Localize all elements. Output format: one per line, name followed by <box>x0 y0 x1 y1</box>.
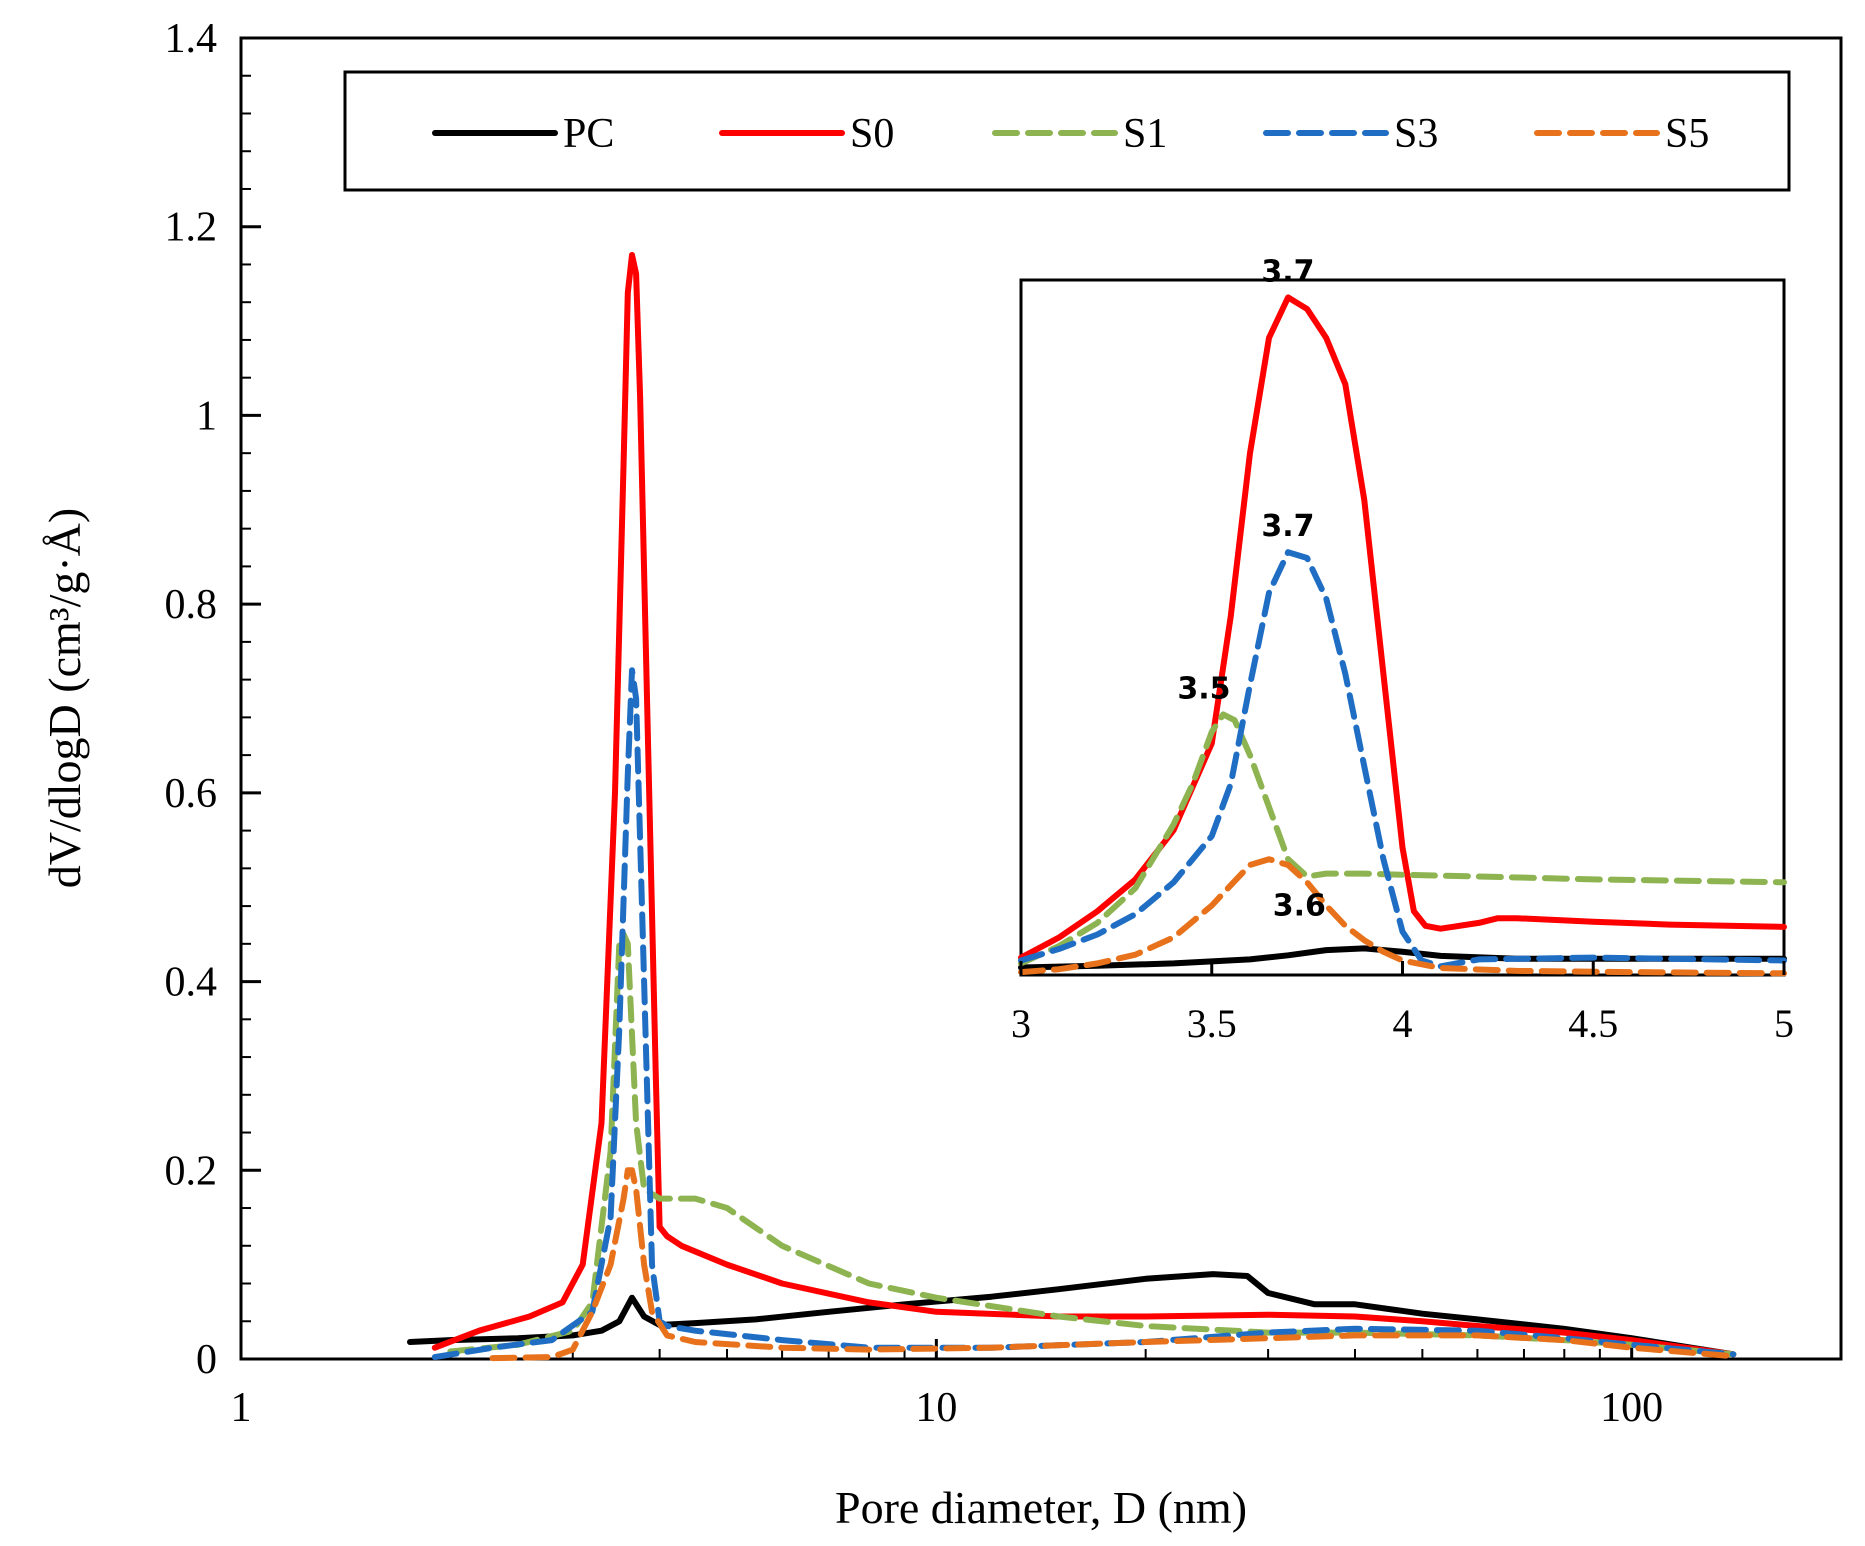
inset-x-tick-label: 5 <box>1774 1001 1794 1046</box>
legend-label-s0: S0 <box>850 111 894 157</box>
series-line-s5 <box>489 1167 1737 1362</box>
peak-annotation: 3.5 <box>1177 671 1230 706</box>
y-axis-title: dV/dlogD (cm³/g·Å) <box>39 508 90 888</box>
y-tick-label: 1.4 <box>165 16 218 62</box>
inset-x-tick-label: 3.5 <box>1187 1001 1237 1046</box>
x-tick-label: 10 <box>915 1385 957 1431</box>
y-tick-label: 0.6 <box>165 771 218 817</box>
series-line-s0 <box>431 252 1737 1358</box>
inset-plot-frame <box>1019 278 1786 977</box>
inset-series-line-s1 <box>1018 711 1787 967</box>
y-tick-label: 0 <box>196 1337 217 1383</box>
x-axis-title: Pore diameter, D (nm) <box>835 1482 1247 1533</box>
peak-annotation: 3.7 <box>1261 254 1314 289</box>
legend-label-s1: S1 <box>1123 111 1167 157</box>
inset-plot: 3 3.5 4 4.5 5 3.7 3.7 3.5 3.6 <box>1011 254 1794 1046</box>
inset-series-line-s3 <box>1018 549 1787 970</box>
inset-x-tick-label: 4 <box>1393 1001 1413 1046</box>
y-tick-label: 1 <box>196 393 217 439</box>
series-line-s3 <box>431 667 1737 1361</box>
x-tick-label: 100 <box>1600 1385 1663 1431</box>
inset-series-line-s5 <box>1018 856 1787 977</box>
inset-x-tick-label: 3 <box>1011 1001 1031 1046</box>
peak-annotation: 3.6 <box>1273 889 1326 924</box>
legend-label-pc: PC <box>563 111 614 157</box>
main-plot: 0 0.2 0.4 0.6 0.8 1 1.2 1.4 1 10 100 Pore diameter… <box>39 16 1843 1533</box>
y-tick-label: 0.8 <box>165 582 218 628</box>
main-plot-frame <box>239 36 1843 1361</box>
x-tick-label: 1 <box>231 1385 252 1431</box>
inset-x-tick-label: 4.5 <box>1568 1001 1618 1046</box>
y-tick-label: 0.2 <box>165 1148 218 1194</box>
y-tick-label: 1.2 <box>165 205 218 251</box>
series-line-pc <box>407 1271 1737 1358</box>
legend-label-s3: S3 <box>1394 111 1438 157</box>
legend: PC S0 S1 S3 S5 <box>343 70 1791 192</box>
legend-label-s5: S5 <box>1665 111 1709 157</box>
y-tick-label: 0.4 <box>165 960 218 1006</box>
series-line-s1 <box>447 931 1737 1358</box>
peak-annotation: 3.7 <box>1261 509 1314 544</box>
